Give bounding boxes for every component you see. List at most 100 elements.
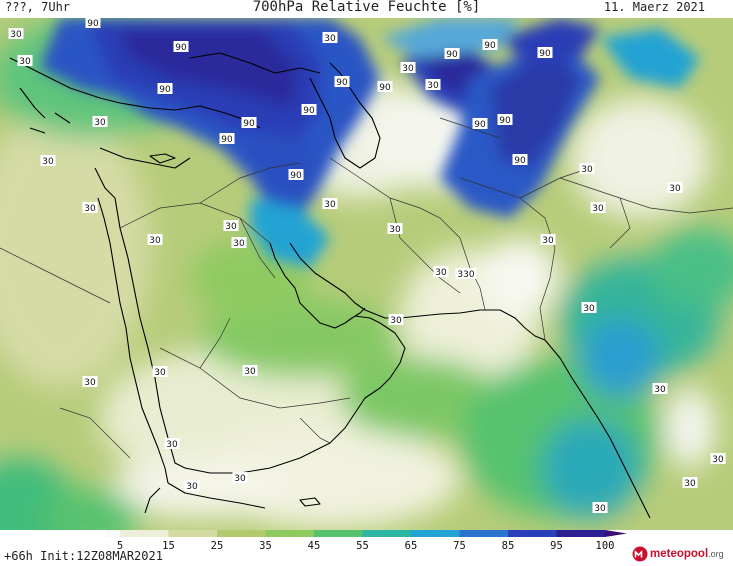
- legend-swatch: [217, 530, 266, 537]
- svg-text:30: 30: [84, 378, 96, 388]
- svg-text:30: 30: [94, 118, 106, 128]
- svg-text:30: 30: [435, 268, 447, 278]
- contour-label-30: 30: [400, 62, 416, 74]
- svg-text:30: 30: [592, 204, 604, 214]
- contour-label-30: 30: [682, 477, 698, 489]
- svg-text:330: 330: [457, 270, 474, 280]
- contour-label-30: 30: [387, 223, 403, 235]
- legend-swatch: [556, 530, 606, 537]
- contour-label-90: 90: [377, 81, 393, 93]
- contour-label-30: 330: [455, 268, 477, 280]
- contour-label-30: 30: [223, 220, 239, 232]
- meteopool-logo-icon: [632, 546, 648, 562]
- legend-tick-label: 55: [356, 540, 369, 552]
- contour-label-90: 90: [288, 169, 304, 181]
- contour-label-30: 30: [40, 155, 56, 167]
- contour-label-90: 90: [85, 18, 101, 29]
- legend-swatch: [314, 530, 363, 537]
- contour-label-30: 30: [433, 266, 449, 278]
- legend-color-bar: [105, 530, 627, 537]
- svg-text:90: 90: [539, 49, 551, 59]
- svg-text:90: 90: [514, 156, 526, 166]
- svg-text:30: 30: [712, 455, 724, 465]
- contour-label-30: 30: [242, 365, 258, 377]
- legend-swatch: [362, 530, 412, 537]
- svg-text:90: 90: [87, 19, 99, 29]
- brand-text: meteopool.org: [650, 548, 724, 560]
- contour-label-30: 30: [667, 182, 683, 194]
- coastlines: [9, 52, 651, 519]
- svg-text:30: 30: [186, 482, 198, 492]
- forecast-date: 11. Maerz 2021: [603, 0, 705, 14]
- legend-tick-label: 5: [117, 540, 123, 552]
- svg-text:30: 30: [581, 165, 593, 175]
- svg-text:30: 30: [669, 184, 681, 194]
- svg-text:90: 90: [474, 120, 486, 130]
- contour-label-90: 90: [334, 76, 350, 88]
- humidity-map: 30 30 30 30 30 30 30 30 30 30 30 30 30 30 30 30 30 30 30 30…: [0, 18, 733, 530]
- humidity-field: [0, 18, 733, 530]
- contour-labels: 30 30 30 30 30 30 30 30 30 30 30 30 30 30 30 30 30 30 30 30…: [8, 18, 726, 514]
- legend-swatch: [459, 530, 509, 537]
- contour-label-30: 30: [540, 234, 556, 246]
- contour-label-90: 90: [482, 39, 498, 51]
- contour-label-30: 30: [579, 163, 595, 175]
- contour-label-30: 30: [710, 453, 726, 465]
- svg-text:30: 30: [234, 474, 246, 484]
- contour-label-90: 90: [173, 41, 189, 53]
- contour-label-90: 90: [241, 117, 257, 129]
- svg-text:30: 30: [594, 504, 606, 514]
- svg-text:90: 90: [290, 171, 302, 181]
- svg-text:90: 90: [484, 41, 496, 51]
- svg-text:30: 30: [324, 34, 336, 44]
- contour-label-30: 30: [590, 202, 606, 214]
- legend-arrow-swatch: [605, 530, 627, 537]
- contour-label-90: 90: [497, 114, 513, 126]
- contour-label-30: 30: [17, 55, 33, 67]
- legend-ticks: 5 15 25 35 45 55 65 75 85 95 100: [117, 540, 615, 552]
- legend-swatch: [120, 530, 169, 537]
- svg-text:90: 90: [446, 50, 458, 60]
- contour-label-30: 30: [652, 383, 668, 395]
- svg-text:30: 30: [427, 81, 439, 91]
- legend-swatch: [265, 530, 315, 537]
- chart-title: 700hPa Relative Feuchte [%]: [252, 0, 481, 15]
- contour-label-90: 90: [301, 104, 317, 116]
- legend-tick-label: 65: [405, 540, 418, 552]
- svg-text:30: 30: [149, 236, 161, 246]
- legend-tick-label: 75: [453, 540, 466, 552]
- svg-text:30: 30: [166, 440, 178, 450]
- svg-text:30: 30: [684, 479, 696, 489]
- svg-text:30: 30: [42, 157, 54, 167]
- contour-label-90: 90: [472, 118, 488, 130]
- svg-text:30: 30: [10, 30, 22, 40]
- meteopool-logo[interactable]: meteopool.org: [632, 546, 732, 564]
- legend-tick-label: 95: [550, 540, 563, 552]
- svg-text:30: 30: [233, 239, 245, 249]
- legend-tick-label: 35: [259, 540, 272, 552]
- svg-text:30: 30: [390, 316, 402, 326]
- svg-text:30: 30: [324, 200, 336, 210]
- svg-text:30: 30: [19, 57, 31, 67]
- svg-text:90: 90: [336, 78, 348, 88]
- svg-text:30: 30: [389, 225, 401, 235]
- svg-text:30: 30: [154, 368, 166, 378]
- svg-text:90: 90: [175, 43, 187, 53]
- legend-swatch: [508, 530, 557, 537]
- contour-label-30: 30: [147, 234, 163, 246]
- svg-text:90: 90: [379, 83, 391, 93]
- svg-text:30: 30: [402, 64, 414, 74]
- contour-label-30: 30: [164, 438, 180, 450]
- color-legend: 5 15 25 35 45 55 65 75 85 95 100: [105, 530, 627, 552]
- contour-label-30: 30: [388, 314, 404, 326]
- svg-text:30: 30: [542, 236, 554, 246]
- svg-text:90: 90: [159, 85, 171, 95]
- model-run-label: +66h Init:12Z08MAR2021: [4, 549, 163, 563]
- legend-tick-label: 100: [596, 540, 615, 552]
- contour-label-30: 30: [232, 472, 248, 484]
- contour-label-30: 30: [8, 28, 24, 40]
- contour-label-30: 30: [82, 376, 98, 388]
- svg-text:90: 90: [221, 135, 233, 145]
- legend-swatch: [105, 530, 121, 537]
- legend-tick-label: 15: [162, 540, 175, 552]
